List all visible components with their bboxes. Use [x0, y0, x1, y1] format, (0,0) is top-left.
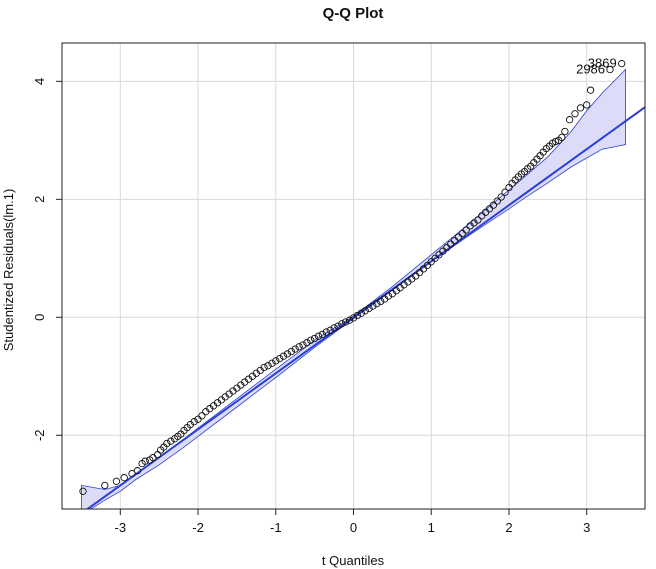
data-point	[279, 352, 288, 360]
data-points	[79, 59, 626, 495]
data-point	[264, 362, 272, 370]
chart-title: Q-Q Plot	[323, 5, 384, 22]
x-tick-label: -2	[192, 520, 204, 535]
confidence-band	[81, 68, 626, 509]
x-axis-label: t Quantiles	[322, 553, 385, 568]
data-point	[489, 201, 498, 209]
y-tick-label: -2	[32, 429, 47, 441]
data-point	[330, 324, 338, 332]
data-point	[133, 467, 142, 475]
data-point	[342, 318, 350, 326]
data-point	[474, 216, 482, 224]
y-tick-label: 4	[32, 78, 47, 85]
x-tick-label: 3	[583, 520, 590, 535]
data-point	[454, 233, 463, 241]
point-label: 2986	[576, 62, 605, 77]
data-point	[314, 332, 323, 340]
data-point	[369, 302, 377, 310]
data-point	[345, 316, 354, 324]
x-tick-label: 0	[350, 520, 357, 535]
y-axis-label: Studentized Residuals(lm.1)	[1, 189, 16, 352]
data-point	[586, 86, 595, 94]
data-point	[318, 330, 327, 339]
data-point	[606, 65, 614, 74]
data-point	[120, 474, 128, 482]
data-point	[163, 439, 171, 448]
grid	[62, 43, 645, 509]
data-point	[310, 334, 319, 343]
data-point	[334, 322, 342, 330]
data-point	[462, 226, 470, 234]
data-point	[349, 314, 358, 322]
data-point	[141, 457, 149, 465]
data-point	[565, 116, 574, 124]
data-point	[497, 193, 505, 201]
data-point	[576, 104, 585, 112]
data-point	[101, 481, 109, 490]
data-point	[373, 300, 381, 308]
data-point	[272, 357, 280, 365]
data-point	[283, 350, 292, 358]
data-point	[268, 359, 276, 367]
data-point	[618, 59, 626, 68]
data-point	[551, 137, 560, 146]
data-point	[558, 133, 566, 142]
data-point	[303, 339, 311, 347]
data-point	[326, 326, 334, 334]
data-point	[423, 261, 431, 270]
data-point	[198, 412, 206, 420]
data-point	[112, 477, 121, 485]
data-point	[291, 345, 299, 353]
data-point	[485, 205, 494, 213]
data-point	[353, 311, 362, 320]
data-point	[571, 110, 579, 118]
data-point	[287, 347, 295, 356]
confidence-band-area	[81, 68, 626, 509]
point-label: 3869	[588, 56, 617, 71]
data-point	[276, 354, 284, 363]
data-point	[190, 418, 198, 426]
data-point	[435, 251, 443, 259]
data-point	[322, 328, 330, 336]
data-point	[493, 197, 501, 205]
data-point	[501, 188, 509, 196]
data-point	[443, 244, 451, 252]
data-point	[415, 268, 424, 277]
data-point	[357, 309, 365, 317]
data-point	[365, 304, 373, 313]
y-tick-label: 0	[32, 314, 47, 321]
data-point	[338, 320, 346, 328]
x-tick-label: 1	[428, 520, 435, 535]
data-point	[583, 101, 591, 109]
data-point	[384, 292, 393, 300]
y-tick-label: 2	[32, 196, 47, 203]
data-point	[79, 487, 87, 495]
data-point	[295, 343, 303, 351]
data-point	[167, 437, 175, 445]
data-point	[260, 363, 268, 372]
x-tick-label: -3	[115, 520, 127, 535]
data-point	[561, 127, 569, 136]
y-axis-ticks: -2 0 2 4	[32, 78, 62, 441]
x-tick-label: 2	[505, 520, 512, 535]
data-point	[377, 297, 385, 306]
data-point	[361, 307, 369, 315]
data-point	[153, 451, 162, 459]
data-point	[307, 336, 315, 344]
data-point	[299, 341, 307, 349]
x-tick-label: -1	[270, 520, 282, 535]
x-axis-ticks: -3 -2 -1 0 1 2 3	[115, 509, 590, 535]
